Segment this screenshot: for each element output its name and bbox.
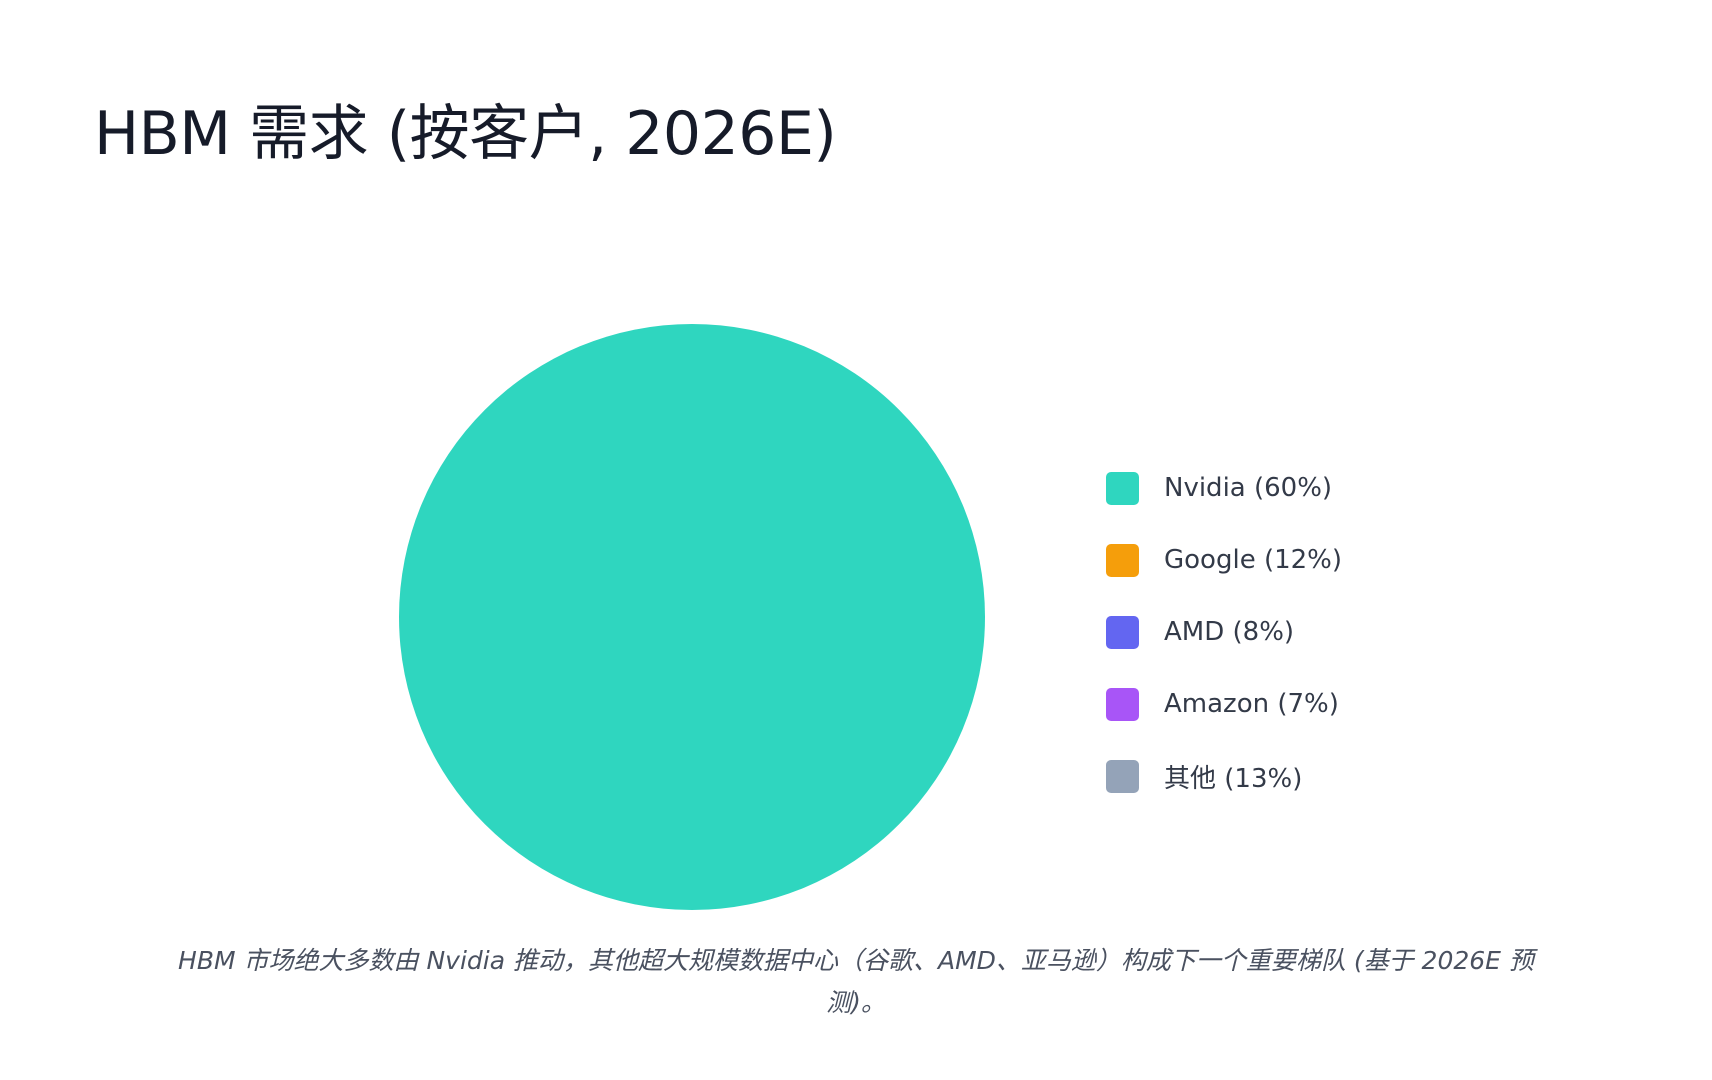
legend-swatch-google bbox=[1106, 543, 1139, 577]
legend-swatch-amazon bbox=[1106, 687, 1139, 721]
legend-label-amd: AMD (8%) bbox=[1164, 617, 1295, 647]
legend-swatch-amd bbox=[1106, 615, 1139, 649]
legend-label-others: 其他 (13%) bbox=[1164, 763, 1303, 794]
legend-item-amazon[interactable]: Amazon (7%) bbox=[1106, 668, 1342, 740]
chart-caption: HBM 市场绝大多数由 Nvidia 推动，其他超大规模数据中心（谷歌、AMD、… bbox=[178, 946, 1534, 1017]
legend-item-amd[interactable]: AMD (8%) bbox=[1106, 596, 1342, 668]
legend-swatch-others bbox=[1106, 759, 1139, 793]
legend-label-nvidia: Nvidia (60%) bbox=[1164, 473, 1333, 503]
pie-slice-nvidia[interactable] bbox=[399, 324, 985, 910]
legend-swatch-nvidia bbox=[1106, 471, 1139, 505]
chart-legend: Nvidia (60%) Google (12%) AMD (8%) Amazo… bbox=[1106, 452, 1342, 812]
legend-item-others[interactable]: 其他 (13%) bbox=[1106, 740, 1342, 812]
pie-slices bbox=[399, 324, 985, 910]
legend-item-nvidia[interactable]: Nvidia (60%) bbox=[1106, 452, 1342, 524]
legend-label-google: Google (12%) bbox=[1164, 545, 1343, 575]
chart-title: HBM 需求 (按客户, 2026E) bbox=[94, 99, 837, 169]
legend-item-google[interactable]: Google (12%) bbox=[1106, 524, 1342, 596]
legend-label-amazon: Amazon (7%) bbox=[1164, 689, 1339, 719]
